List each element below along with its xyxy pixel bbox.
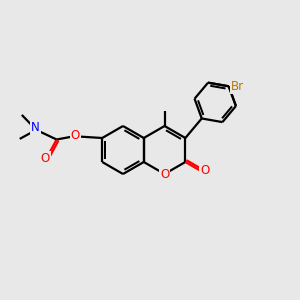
- Text: O: O: [160, 168, 169, 182]
- Text: O: O: [200, 164, 210, 177]
- Text: O: O: [40, 152, 50, 165]
- Text: O: O: [70, 129, 80, 142]
- Text: Br: Br: [231, 80, 244, 93]
- Text: N: N: [31, 121, 40, 134]
